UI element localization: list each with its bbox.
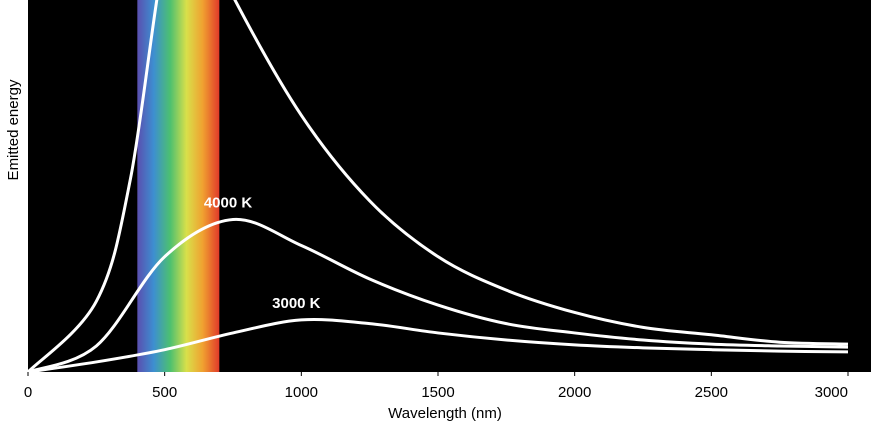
visible-spectrum bbox=[137, 0, 220, 372]
curve bbox=[28, 318, 849, 372]
curve-label: 3000 K bbox=[272, 295, 321, 312]
x-tick-label: 500 bbox=[152, 384, 177, 401]
x-tick-label: 1000 bbox=[285, 384, 318, 401]
x-tick-label: 1500 bbox=[421, 384, 454, 401]
curves bbox=[28, 0, 849, 372]
curve-label: 4000 K bbox=[204, 194, 253, 211]
curve bbox=[28, 0, 849, 372]
x-tick-label: 3000 bbox=[815, 384, 848, 401]
curve bbox=[28, 217, 849, 372]
y-axis-label: Emitted energy bbox=[5, 79, 22, 180]
x-tick-label: 2500 bbox=[695, 384, 728, 401]
x-tick-label: 0 bbox=[24, 384, 32, 401]
x-axis-label: Wavelength (nm) bbox=[388, 405, 502, 422]
x-tick-label: 2000 bbox=[558, 384, 591, 401]
